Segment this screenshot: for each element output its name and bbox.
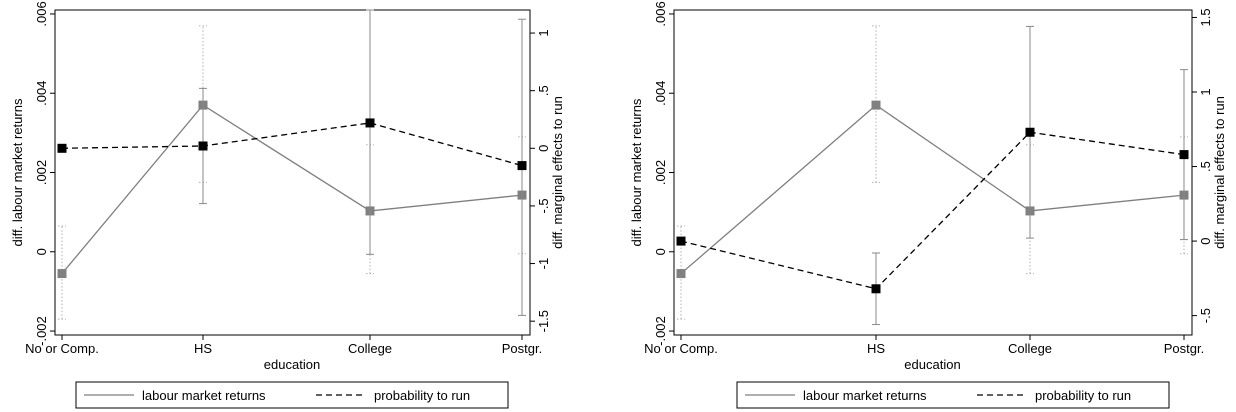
series-probability-to-run bbox=[57, 9, 527, 316]
legend-label: probability to run bbox=[1035, 388, 1131, 403]
data-point bbox=[676, 236, 686, 246]
plot-frame bbox=[54, 9, 531, 336]
left-axis-tick-label: .006 bbox=[653, 1, 668, 26]
series-line bbox=[680, 104, 1185, 275]
right-axis-tick-label: 0 bbox=[1198, 237, 1213, 244]
x-axis-tick-label: HS bbox=[194, 341, 212, 356]
right-axis-tick-label: -1 bbox=[536, 258, 551, 270]
legend-box bbox=[736, 381, 1170, 409]
chart-panel-2: -.002 0 .002 .004 .006 -.5 0 .5 1 1.5 diff. labour… bbox=[629, 1, 1227, 409]
x-axis-tick-label: HS bbox=[867, 341, 885, 356]
series-line bbox=[61, 122, 523, 167]
right-axis-tick-label: -1.5 bbox=[536, 310, 551, 332]
left-axis-title: diff. labour market returns bbox=[629, 98, 644, 246]
data-point bbox=[57, 269, 67, 279]
data-point bbox=[1025, 127, 1035, 137]
left-axis-tick-label: .006 bbox=[34, 1, 49, 26]
series-line bbox=[680, 131, 1185, 290]
left-axis-tick-label: -.002 bbox=[653, 316, 668, 346]
right-axis-tick-label: 1 bbox=[536, 29, 551, 36]
series-labour-market-returns bbox=[676, 25, 1189, 320]
right-axis-tick-label: 0 bbox=[536, 145, 551, 152]
right-axis-tick-label: -.5 bbox=[536, 198, 551, 213]
left-axis-tick-label: .002 bbox=[34, 160, 49, 185]
x-axis-tick-label: No or Comp. bbox=[644, 341, 718, 356]
legend: labour market returns probability to run bbox=[75, 381, 509, 409]
x-axis-title: education bbox=[264, 357, 320, 372]
data-point bbox=[198, 141, 208, 151]
chart-panel-1: -.002 0 .002 .004 .006 -1.5 -1 -.5 0 .5 1 diff. lab… bbox=[10, 1, 565, 409]
x-axis-title: education bbox=[904, 357, 960, 372]
legend-label: labour market returns bbox=[803, 388, 927, 403]
data-point bbox=[871, 284, 881, 294]
legend-box bbox=[75, 381, 509, 409]
legend: labour market returns probability to run bbox=[736, 381, 1170, 409]
data-point bbox=[1179, 150, 1189, 160]
series-labour-market-returns bbox=[57, 25, 527, 320]
left-axis-tick-label: .004 bbox=[34, 81, 49, 106]
x-axis-tick-label: College bbox=[348, 341, 392, 356]
right-axis-title: diff. marginal effects to run bbox=[550, 96, 565, 249]
series-probability-to-run bbox=[676, 25, 1189, 326]
data-point bbox=[57, 143, 67, 153]
left-axis-tick-label: -.002 bbox=[34, 316, 49, 346]
x-axis-tick-label: Postgr. bbox=[1164, 341, 1204, 356]
left-axis-tick-label: 0 bbox=[34, 248, 49, 255]
x-axis-tick-label: No or Comp. bbox=[25, 341, 99, 356]
data-point bbox=[676, 269, 686, 279]
legend-label: labour market returns bbox=[142, 388, 266, 403]
legend-label: probability to run bbox=[374, 388, 470, 403]
right-axis-tick-label: .5 bbox=[1198, 161, 1213, 172]
left-axis-tick-label: .004 bbox=[653, 81, 668, 106]
right-axis-tick-label: .5 bbox=[536, 85, 551, 96]
right-axis-tick-label: 1 bbox=[1198, 88, 1213, 95]
x-axis-tick-label: Postgr. bbox=[502, 341, 542, 356]
left-axis-tick-label: .002 bbox=[653, 160, 668, 185]
right-axis-title: diff. marginal effects to run bbox=[1212, 96, 1227, 249]
plot-frame bbox=[673, 9, 1193, 336]
right-axis-tick-label: 1.5 bbox=[1198, 8, 1213, 26]
left-axis-title: diff. labour market returns bbox=[10, 98, 25, 246]
data-point bbox=[365, 118, 375, 128]
left-axis-tick-label: 0 bbox=[653, 248, 668, 255]
series-line bbox=[61, 104, 523, 274]
data-point bbox=[517, 161, 527, 171]
x-axis-tick-label: College bbox=[1008, 341, 1052, 356]
right-axis-tick-label: -.5 bbox=[1198, 308, 1213, 323]
data-point bbox=[871, 100, 881, 110]
